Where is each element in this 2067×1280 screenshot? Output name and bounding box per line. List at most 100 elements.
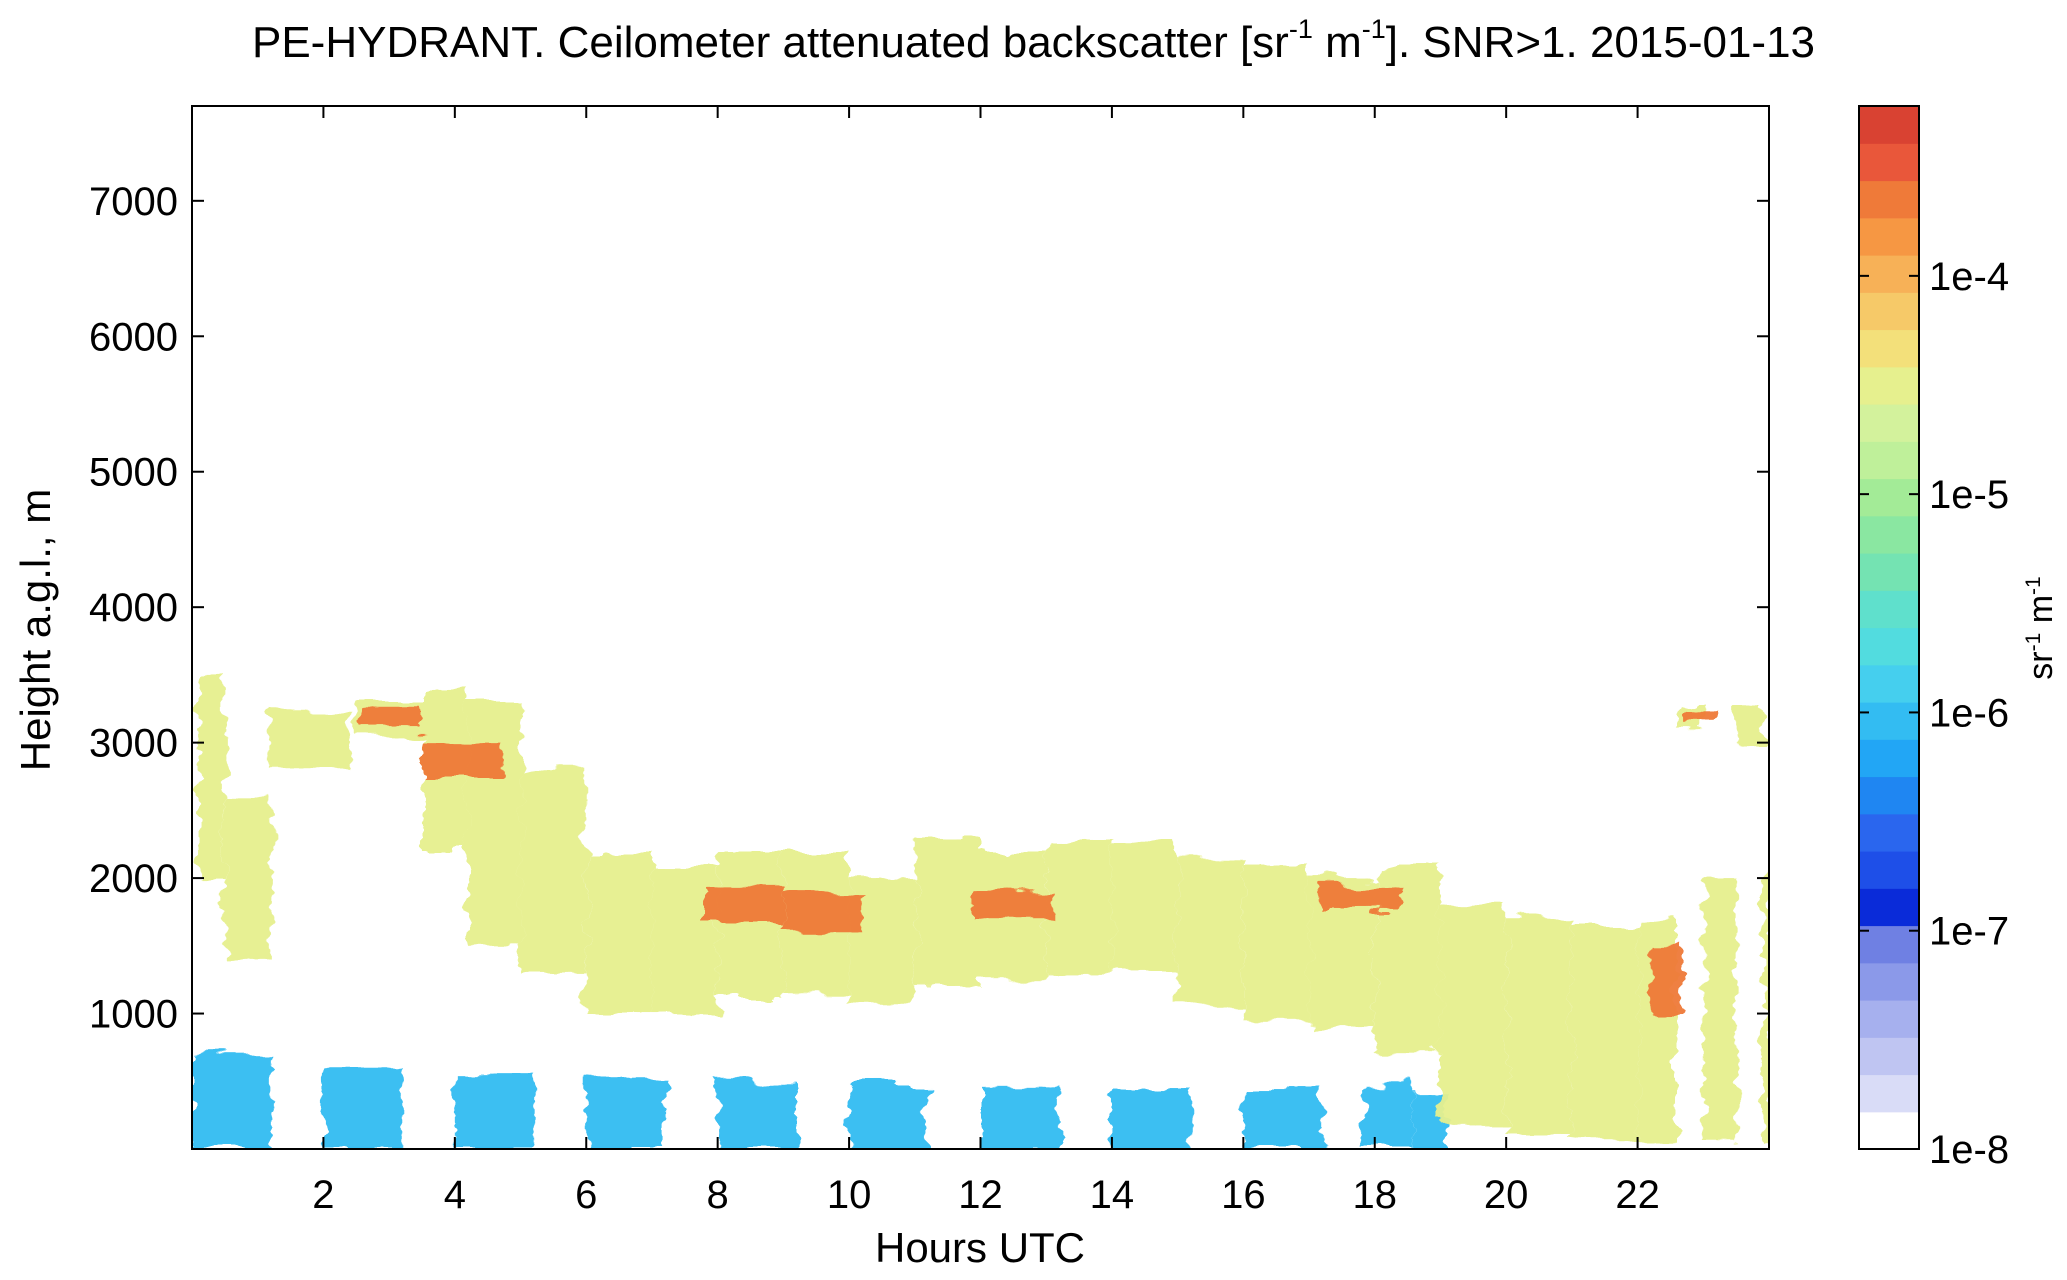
x-tick-label: 10 xyxy=(827,1173,872,1217)
colorbar-segment xyxy=(1859,627,1919,666)
colorbar-segment xyxy=(1859,1037,1919,1076)
data-cell xyxy=(717,1081,797,1149)
y-tick-label: 4000 xyxy=(89,586,178,630)
colorbar-segment xyxy=(1859,553,1919,591)
data-cell xyxy=(1177,857,1244,1007)
colorbar-segment xyxy=(1859,590,1919,629)
colorbar-segment xyxy=(1859,180,1919,219)
colorbar-segment xyxy=(1859,329,1919,368)
data-cell xyxy=(586,1077,666,1149)
data-cell xyxy=(454,1073,534,1149)
data-cell xyxy=(1703,878,1737,1143)
colorbar-segment xyxy=(1859,739,1919,778)
data-cell xyxy=(224,796,271,960)
x-tick-label: 14 xyxy=(1090,1173,1135,1217)
data-cell xyxy=(704,884,784,926)
data-cell xyxy=(1361,1081,1415,1149)
colorbar-segment xyxy=(1859,851,1919,889)
colorbar-segment xyxy=(1859,478,1919,517)
data-cell xyxy=(973,891,1053,919)
data-cell xyxy=(362,708,422,730)
x-tick-label: 4 xyxy=(444,1173,466,1217)
data-cell xyxy=(1111,1088,1191,1149)
colorbar-segment xyxy=(1859,441,1919,480)
colorbar-tick-label: 1e-6 xyxy=(1929,691,2009,735)
colorbar-tick-label: 1e-7 xyxy=(1929,910,2009,954)
y-tick-label: 2000 xyxy=(89,857,178,901)
colorbar-segment xyxy=(1859,106,1919,144)
colorbar-segment xyxy=(1859,1111,1919,1150)
y-tick-label: 7000 xyxy=(89,180,178,224)
data-cell xyxy=(467,702,521,946)
colorbar-segment xyxy=(1859,776,1919,815)
colorbar-segment xyxy=(1859,888,1919,927)
y-tick-label: 3000 xyxy=(89,722,178,766)
colorbar-frame xyxy=(1858,105,1920,1150)
chart-title: PE-HYDRANT. Ceilometer attenuated backsc… xyxy=(251,14,1816,67)
colorbar-segment xyxy=(1859,664,1919,703)
data-cell xyxy=(1683,708,1717,723)
x-tick-label: 20 xyxy=(1484,1173,1529,1217)
x-axis-label: Hours UTC xyxy=(875,1224,1085,1271)
y-tick-label: 1000 xyxy=(89,993,178,1037)
y-axis-label: Height a.g.l., m xyxy=(12,489,59,771)
data-cell xyxy=(1506,918,1572,1136)
colorbar-segment xyxy=(1859,292,1919,331)
y-tick-label: 6000 xyxy=(89,315,178,359)
colorbar-label: sr-1 m-1 xyxy=(2022,576,2060,679)
colorbar-segment xyxy=(1859,143,1919,182)
x-tick-label: 6 xyxy=(575,1173,597,1217)
data-cell xyxy=(1571,925,1638,1143)
y-axis: 1000 2000 3000 4000 5000 6000 7000 xyxy=(89,180,1769,1037)
data-cell xyxy=(1111,844,1178,973)
y-tick-label: 5000 xyxy=(89,451,178,495)
layer-boundary-layer-aerosol xyxy=(192,1054,1448,1149)
colorbar xyxy=(1858,105,1920,1150)
data-cell xyxy=(1046,837,1112,973)
data-cell xyxy=(914,837,981,987)
colorbar-segment xyxy=(1859,813,1919,852)
colorbar-tick-label: 1e-5 xyxy=(1929,473,2009,517)
colorbar-segment xyxy=(1859,702,1919,740)
data-layer xyxy=(192,674,1769,1149)
data-cell xyxy=(520,769,587,973)
data-cell xyxy=(849,1083,928,1149)
colorbar-segment xyxy=(1859,366,1919,405)
data-cell xyxy=(783,891,863,933)
colorbar-segment xyxy=(1859,1000,1919,1038)
colorbar-segment xyxy=(1859,925,1919,964)
x-tick-label: 16 xyxy=(1221,1173,1266,1217)
data-cell xyxy=(1243,1088,1323,1149)
data-cell xyxy=(1243,864,1310,1021)
colorbar-tick-label: 1e-4 xyxy=(1929,255,2009,299)
data-cell xyxy=(1762,864,1769,1143)
colorbar-segment xyxy=(1859,217,1919,256)
data-cell xyxy=(980,1085,1060,1149)
colorbar-segment xyxy=(1859,515,1919,554)
colorbar-tick-label: 1e-8 xyxy=(1929,1128,2009,1172)
data-cell xyxy=(198,674,225,879)
data-cell xyxy=(1650,945,1684,1014)
x-tick-label: 8 xyxy=(707,1173,729,1217)
colorbar-ticks: 1e-8 1e-7 1e-6 1e-5 1e-4 xyxy=(1859,255,2009,1172)
colorbar-segment xyxy=(1859,1074,1919,1113)
x-tick-label: 2 xyxy=(312,1173,334,1217)
data-cell xyxy=(1440,905,1507,1122)
colorbar-segment xyxy=(1859,404,1919,442)
data-cell xyxy=(270,708,350,770)
data-cell xyxy=(1322,884,1402,912)
x-tick-label: 18 xyxy=(1353,1173,1398,1217)
x-tick-label: 12 xyxy=(958,1173,1003,1217)
layer-peak-backscatter xyxy=(362,708,1717,1014)
colorbar-segment xyxy=(1859,255,1919,293)
x-tick-label: 22 xyxy=(1615,1173,1660,1217)
data-cell xyxy=(192,1054,271,1149)
colorbar-segment xyxy=(1859,962,1919,1001)
data-cell xyxy=(323,1067,403,1149)
x-axis: 2 4 6 8 10 12 14 16 18 20 22 xyxy=(312,106,1660,1217)
data-cell xyxy=(586,851,652,1014)
data-cell xyxy=(1736,708,1763,743)
data-cell xyxy=(421,742,501,777)
